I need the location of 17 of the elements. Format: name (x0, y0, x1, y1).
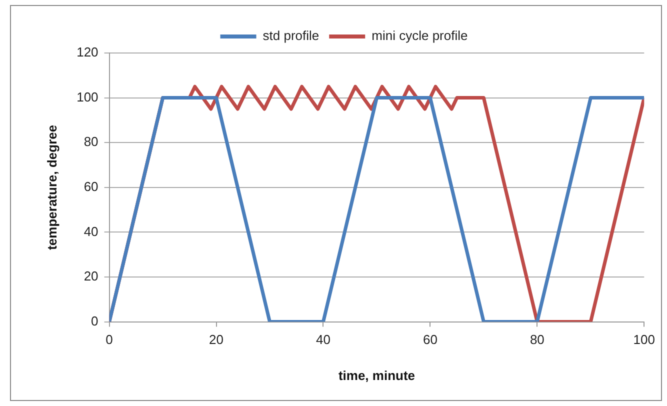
x-tick-label: 100 (633, 332, 656, 348)
y-tick-label: 0 (91, 313, 98, 328)
x-axis-title: time, minute (338, 368, 416, 383)
y-tick-label: 20 (84, 268, 98, 284)
y-axis-title: temperature, degree (44, 124, 60, 250)
y-tick-label: 100 (76, 89, 98, 104)
y-tick-label: 120 (76, 44, 98, 60)
y-tick-label: 40 (84, 224, 98, 239)
x-tick-label: 40 (316, 332, 330, 348)
x-tick-label: 80 (530, 332, 544, 348)
y-tick-label: 60 (84, 178, 98, 194)
legend-label: std profile (262, 28, 320, 44)
x-tick-label: 0 (106, 332, 113, 348)
y-tick-label: 80 (84, 134, 98, 150)
legend-label: mini cycle profile (372, 28, 468, 44)
x-tick-label: 20 (209, 332, 224, 348)
x-tick-label: 60 (422, 332, 438, 348)
